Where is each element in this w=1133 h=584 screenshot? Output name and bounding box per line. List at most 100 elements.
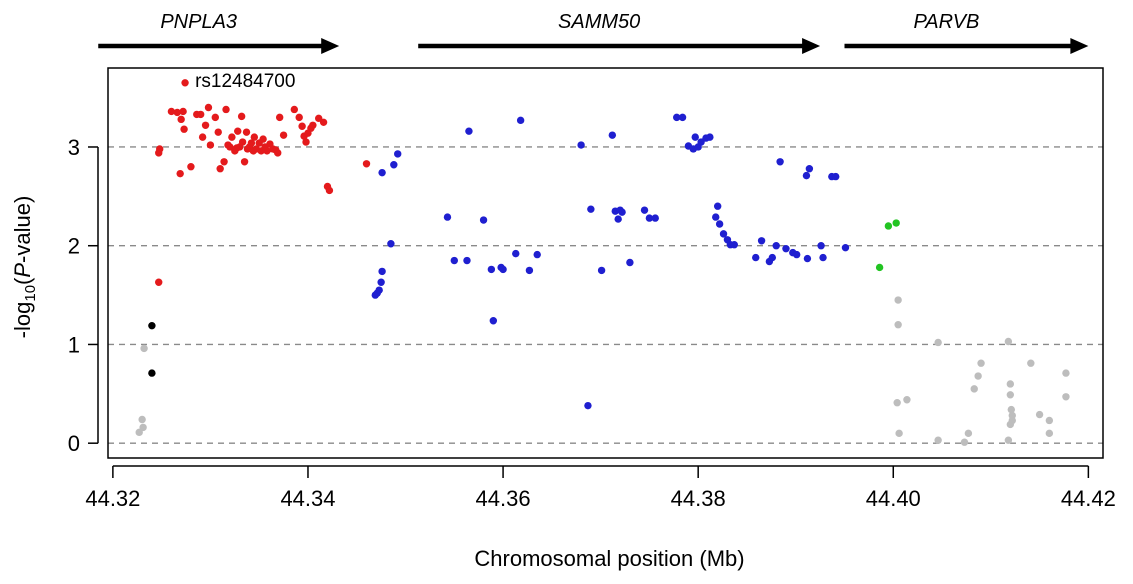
data-point-red	[222, 105, 230, 114]
data-point-blue	[776, 158, 784, 166]
data-point-gray	[1045, 416, 1054, 425]
data-point-gray	[893, 399, 901, 407]
data-point-blue	[597, 266, 606, 275]
data-point-blue	[803, 254, 812, 263]
y-axis-title-open: (	[10, 277, 35, 285]
data-point-red	[155, 278, 163, 286]
data-point-gray	[139, 423, 147, 432]
data-point-red	[362, 160, 371, 168]
data-point-red	[274, 149, 282, 157]
data-point-red	[242, 128, 251, 136]
x-axis-title: Chromosomal position (Mb)	[474, 546, 744, 571]
data-point-red	[155, 149, 163, 157]
data-point-red	[220, 158, 228, 166]
data-point-blue	[691, 133, 699, 141]
data-point-blue	[805, 165, 814, 173]
y-axis-title-italic: P	[10, 263, 35, 278]
data-point-blue	[841, 243, 850, 252]
y-axis-title-prefix: -log	[10, 302, 35, 339]
data-point-blue	[577, 141, 585, 149]
data-point-red	[196, 110, 205, 119]
data-point-blue	[443, 213, 452, 221]
data-point-red	[325, 186, 334, 195]
data-point-gray	[974, 372, 982, 380]
data-point-red	[214, 128, 222, 136]
x-axis: 44.32 44.34 44.36 44.38 44.40 44.42	[85, 465, 1116, 511]
data-point-red	[206, 141, 215, 149]
data-point-red	[240, 158, 249, 166]
data-point-blue	[450, 256, 458, 265]
data-point-blue	[706, 133, 714, 141]
data-point-red	[167, 107, 176, 116]
data-point-gray	[970, 385, 978, 393]
data-point-gray	[964, 429, 973, 438]
data-point-red	[187, 163, 195, 171]
data-point-red	[204, 103, 213, 112]
data-point-red	[234, 127, 242, 135]
data-point-black	[148, 369, 156, 377]
y-tick-label: 3	[68, 135, 80, 160]
data-point-blue	[713, 202, 722, 210]
data-point-gray	[1045, 429, 1054, 438]
data-point-red	[216, 165, 224, 173]
data-point-blue	[390, 161, 398, 169]
data-point-red	[180, 125, 188, 133]
data-point-blue	[626, 258, 634, 267]
y-tick-label: 0	[68, 431, 80, 456]
data-point-blue	[768, 253, 777, 262]
data-point-blue	[525, 266, 534, 275]
data-point-gray	[960, 438, 969, 446]
data-point-blue	[757, 237, 766, 245]
data-point-blue	[378, 267, 386, 276]
gene-track: PNPLA3 SAMM50 PARVB	[98, 11, 1089, 54]
x-tick-label: 44.38	[671, 486, 726, 511]
data-point-gray	[1004, 436, 1013, 444]
data-point-blue	[584, 401, 592, 410]
data-point-blue	[817, 242, 825, 250]
data-point-blue	[463, 256, 471, 265]
data-point-green	[892, 219, 900, 227]
data-point-gray	[140, 344, 148, 353]
data-point-red	[237, 112, 246, 121]
data-point-blue	[712, 213, 720, 221]
gene-arrowhead	[802, 38, 821, 54]
data-point-blue	[614, 215, 622, 223]
x-tick-label: 44.36	[476, 486, 531, 511]
data-point-gray	[895, 429, 903, 438]
data-point-red	[179, 107, 187, 116]
y-axis: 0 1 2 3	[68, 135, 99, 456]
data-point-gray	[1006, 380, 1015, 388]
data-point-red	[238, 138, 247, 146]
data-point-blue	[387, 240, 395, 248]
data-point-gray	[1062, 369, 1070, 377]
data-point-gray	[1027, 359, 1035, 367]
data-point-gray	[1006, 420, 1015, 429]
snp-annotation: rs12484700	[195, 71, 295, 92]
data-point-blue	[772, 242, 780, 250]
gridlines	[108, 146, 1103, 444]
data-point-green	[884, 222, 893, 230]
data-point-blue	[516, 116, 525, 125]
x-tick-label: 44.40	[866, 486, 921, 511]
data-point-blue	[640, 206, 649, 214]
data-point-red	[181, 79, 189, 87]
y-tick-label: 2	[68, 234, 80, 259]
plot-frame	[107, 67, 1104, 459]
data-point-blue	[378, 168, 386, 177]
data-point-gray	[1006, 391, 1015, 399]
gene-label: SAMM50	[558, 11, 640, 33]
gene-label: PNPLA3	[160, 11, 237, 33]
data-points	[135, 79, 1070, 446]
data-point-blue	[465, 127, 473, 135]
data-point-red	[176, 169, 184, 178]
y-axis-title-suffix: -value)	[10, 196, 35, 263]
data-point-black	[148, 321, 156, 330]
data-point-blue	[512, 249, 520, 258]
data-point-blue	[802, 171, 811, 180]
data-point-blue	[819, 253, 827, 262]
data-point-gray	[1004, 337, 1013, 346]
data-point-blue	[587, 205, 595, 213]
data-point-blue	[651, 214, 659, 222]
data-point-blue	[752, 253, 760, 262]
